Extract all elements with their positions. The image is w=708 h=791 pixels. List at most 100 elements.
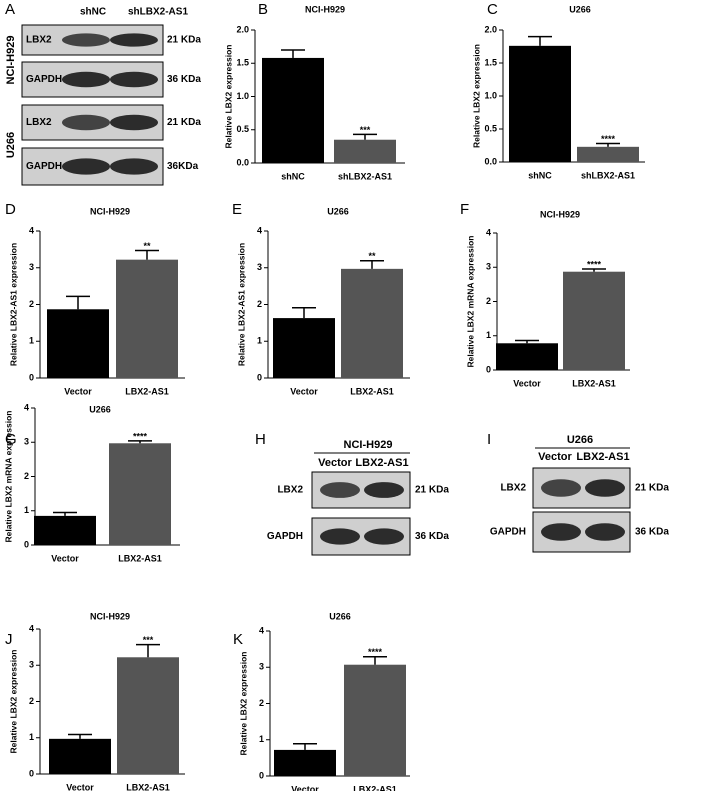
blot-band [585,479,625,497]
blot-band [541,479,581,497]
y-tick-label: 1.0 [484,90,497,100]
size-label: 21 KDa [635,483,669,494]
panel-letter: E [232,201,242,218]
blot-band [364,482,404,498]
chart-title: U266 [569,4,591,14]
protein-label: GAPDH [490,527,526,538]
y-tick-label: 1 [486,330,491,340]
x-tick-label: shLBX2-AS1 [581,170,635,180]
y-tick-label: 3 [486,262,491,272]
bar [496,343,558,370]
protein-label: GAPDH [26,161,62,172]
lane-label: LBX2-AS1 [355,457,408,469]
x-tick-label: shNC [528,170,552,180]
y-tick-label: 2.0 [236,24,249,34]
y-tick-label: 4 [24,402,29,412]
chart-title: U266 [327,206,349,216]
y-tick-label: 1 [259,734,264,744]
blot-band [320,528,360,545]
panel-letter: H [255,431,266,448]
y-tick-label: 2.0 [484,24,497,34]
blot-band [62,33,110,47]
x-tick-label: Vector [291,784,319,791]
blot-band [110,114,158,131]
bar [49,738,111,774]
x-tick-label: Vector [66,782,94,791]
y-tick-label: 0 [257,372,262,382]
y-axis-label: Relative LBX2 expression [223,45,233,149]
y-tick-label: 4 [29,623,34,633]
y-tick-label: 3 [259,662,264,672]
blot-band [62,158,110,175]
size-label: 36 KDa [167,74,201,85]
y-tick-label: 2 [486,296,491,306]
bar [341,268,403,378]
protein-label: LBX2 [26,35,52,46]
x-tick-label: Vector [64,386,92,396]
panel-letter: J [5,631,13,648]
panel-letter: C [487,1,498,18]
significance: **** [601,134,616,144]
y-tick-label: 0 [486,364,491,374]
y-axis-label: Relative LBX2 expression [471,44,481,148]
x-tick-label: LBX2-AS1 [125,386,169,396]
panel-letter: F [460,201,469,218]
protein-label: LBX2 [500,483,526,494]
x-tick-label: Vector [290,386,318,396]
x-tick-label: Vector [513,378,541,388]
blot-title: U266 [567,434,593,446]
bar [577,146,639,162]
bar [47,309,109,378]
lane-label: Vector [318,457,352,469]
blot-band [364,528,404,545]
x-tick-label: LBX2-AS1 [126,782,170,791]
group-label: U266 [5,132,17,158]
y-axis-label: Relative LBX2 expression [238,652,248,756]
panel-letter: K [233,631,243,648]
significance: *** [143,635,154,645]
x-tick-label: LBX2-AS1 [118,553,162,563]
lane-label: LBX2-AS1 [576,451,629,463]
bar [273,318,335,378]
lane-label: shNC [80,7,106,18]
chart-title: U266 [329,611,351,621]
y-tick-label: 2 [257,299,262,309]
protein-label: GAPDH [26,74,62,85]
blot-band [110,158,158,175]
x-tick-label: shLBX2-AS1 [338,171,392,181]
y-tick-label: 2 [24,471,29,481]
group-label: NCI-H929 [5,36,17,85]
panel-letter: A [5,1,15,18]
significance: *** [360,125,371,135]
size-label: 36 KDa [635,527,669,538]
bar [34,515,96,545]
y-tick-label: 4 [257,225,262,235]
protein-label: LBX2 [26,117,52,128]
blot-band [585,523,625,541]
blot-band [62,71,110,88]
y-tick-label: 0.5 [484,123,497,133]
y-axis-label: Relative LBX2 mRNA expression [3,411,13,543]
size-label: 21 KDa [167,117,201,128]
y-tick-label: 1 [24,505,29,515]
y-tick-label: 1 [29,336,34,346]
chart-title: NCI-H929 [90,611,130,621]
y-tick-label: 3 [257,262,262,272]
blot-band [320,482,360,498]
x-tick-label: Vector [51,553,79,563]
bar [116,259,178,378]
y-tick-label: 3 [29,262,34,272]
x-tick-label: LBX2-AS1 [572,378,616,388]
chart-title: U266 [89,404,111,414]
blot-band [110,71,158,88]
y-tick-label: 0.0 [236,157,249,167]
chart-title: NCI-H929 [90,206,130,216]
y-tick-label: 1 [257,336,262,346]
bar [563,271,625,370]
size-label: 21 KDa [167,35,201,46]
protein-label: LBX2 [277,485,303,496]
y-tick-label: 1.0 [236,91,249,101]
blot-band [541,523,581,541]
protein-label: GAPDH [267,531,303,542]
significance: ** [143,241,151,251]
